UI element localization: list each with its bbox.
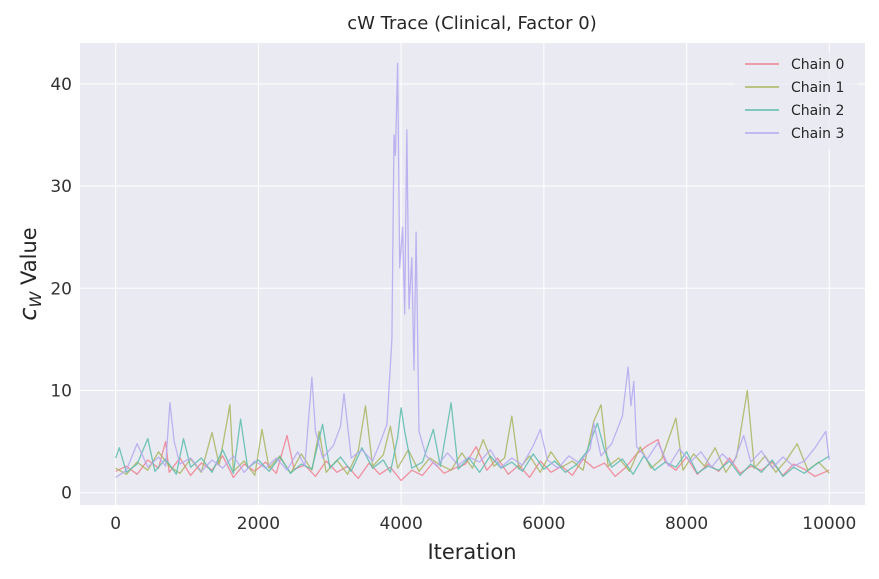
legend-entry-chain-2: Chain 2 [745, 103, 844, 119]
x-tick-label: 10000 [802, 514, 856, 534]
y-axis-label-text: Value [17, 227, 41, 291]
y-tick-label: 30 [50, 177, 72, 197]
y-tick-label: 10 [50, 382, 72, 402]
legend-entry-chain-0: Chain 0 [745, 57, 844, 73]
legend-label-chain-1: Chain 1 [791, 80, 844, 96]
legend-label-chain-0: Chain 0 [791, 57, 844, 73]
series-line-chain-0 [115, 434, 830, 482]
y-axis-label-symbol: c [14, 307, 42, 320]
x-tick-label: 4000 [380, 514, 423, 534]
x-tick-label: 8000 [665, 514, 708, 534]
series-line-chain-3 [115, 62, 830, 478]
y-tick-labels: 0 10 20 30 40 [50, 75, 72, 504]
y-tick-label: 0 [61, 484, 72, 504]
x-tick-label: 0 [110, 514, 121, 534]
legend: Chain 0 Chain 1 Chain 2 Chain 3 [735, 52, 857, 150]
series-lines [115, 62, 830, 482]
x-axis-label: Iteration [427, 540, 516, 564]
legend-entry-chain-3: Chain 3 [745, 126, 844, 142]
chart-title: cW Trace (Clinical, Factor 0) [347, 13, 597, 34]
x-tick-label: 2000 [237, 514, 280, 534]
legend-entry-chain-1: Chain 1 [745, 80, 844, 96]
y-axis-label-subscript: W [26, 290, 45, 307]
legend-label-chain-3: Chain 3 [791, 126, 844, 142]
y-tick-label: 20 [50, 279, 72, 299]
legend-label-chain-2: Chain 2 [791, 103, 844, 119]
y-axis-label: cW Value [14, 227, 45, 320]
plot-area [80, 43, 865, 505]
x-tick-labels: 0 2000 4000 6000 8000 10000 [110, 514, 856, 534]
series-line-chain-2 [115, 402, 830, 478]
x-tick-label: 6000 [522, 514, 565, 534]
y-tick-label: 40 [50, 75, 72, 95]
